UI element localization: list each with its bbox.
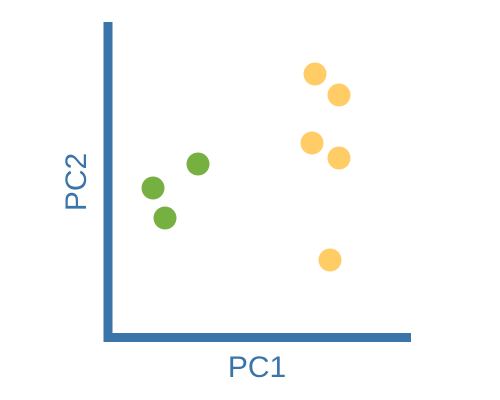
data-point-series-1-3	[187, 153, 210, 176]
data-point-series-2-3	[301, 132, 324, 155]
data-point-series-1-2	[154, 207, 177, 230]
data-point-series-2-5	[319, 249, 342, 272]
data-point-series-2-1	[304, 63, 327, 86]
data-point-series-1-1	[142, 177, 165, 200]
data-point-series-2-2	[328, 84, 351, 107]
data-points	[142, 63, 351, 272]
y-axis-label: PC2	[60, 153, 93, 211]
data-point-series-2-4	[328, 147, 351, 170]
x-axis-label: PC1	[228, 351, 286, 384]
